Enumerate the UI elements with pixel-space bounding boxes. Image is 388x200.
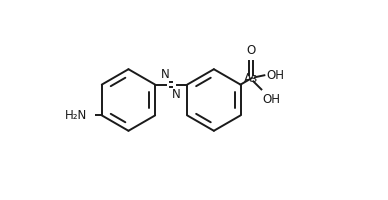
Text: OH: OH	[262, 93, 281, 106]
Text: H₂N: H₂N	[65, 109, 87, 122]
Text: N: N	[161, 68, 170, 81]
Text: As: As	[244, 72, 258, 85]
Text: OH: OH	[266, 69, 284, 82]
Text: O: O	[247, 44, 256, 57]
Text: N: N	[172, 88, 181, 101]
